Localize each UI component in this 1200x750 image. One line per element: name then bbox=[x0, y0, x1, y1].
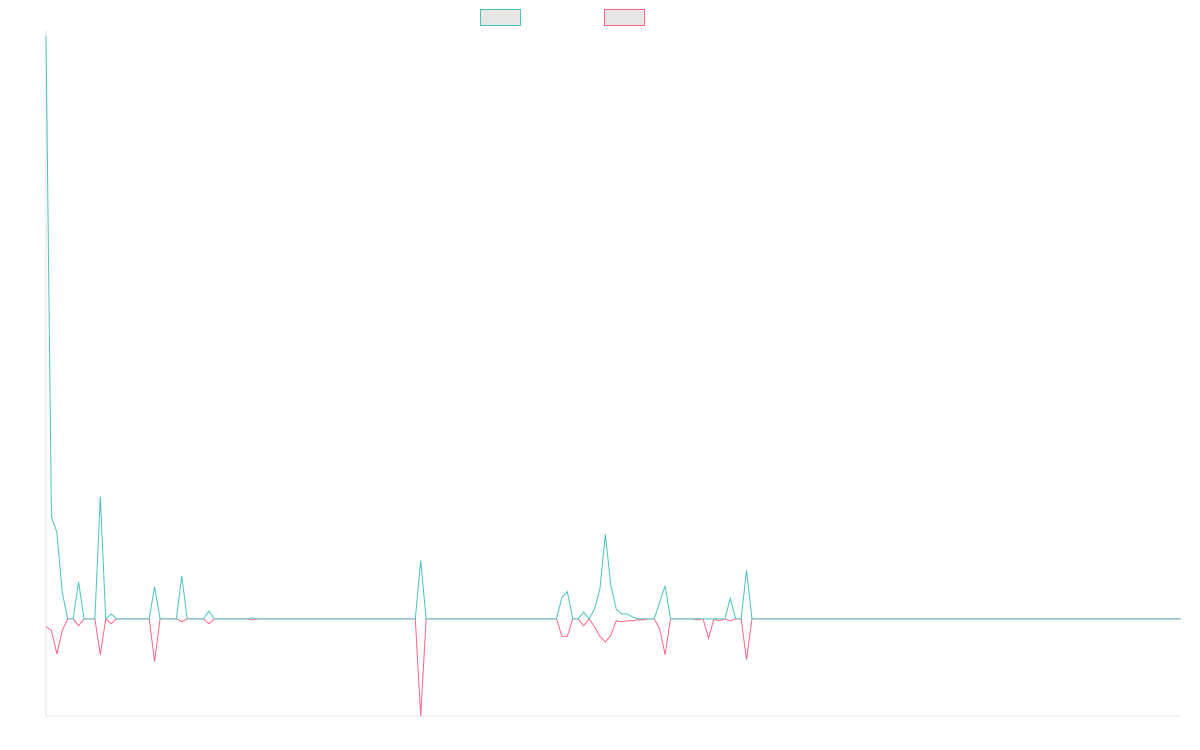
series-layer bbox=[45, 35, 1181, 717]
series-1-line bbox=[45, 35, 1181, 620]
legend bbox=[480, 9, 645, 26]
series-2-line bbox=[45, 617, 1181, 717]
series-1 bbox=[45, 35, 1181, 620]
legend-swatch-series-2[interactable] bbox=[604, 9, 645, 26]
legend-swatch-series-1[interactable] bbox=[480, 9, 521, 26]
series-2 bbox=[45, 617, 1181, 717]
axes bbox=[45, 30, 1181, 717]
